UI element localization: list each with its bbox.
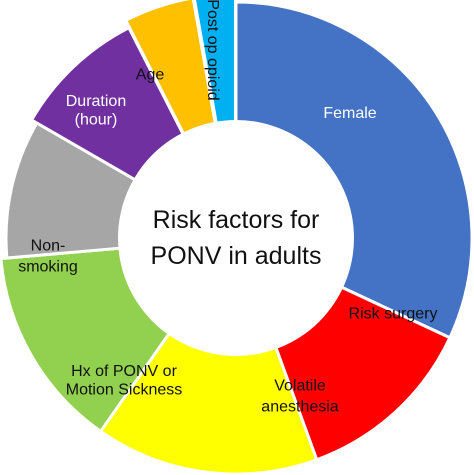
label-line: (hour) (75, 112, 118, 129)
label-volatile-anesthesia: Volatile anesthesia (261, 377, 338, 415)
label-line: anesthesia (261, 399, 338, 416)
label-hx-ponv: Hx of PONV or Motion Sickness (66, 363, 183, 399)
label-line: Non- (31, 237, 66, 254)
label-line: Volatile (274, 377, 326, 394)
segment-post-op-opioid (193, 0, 237, 233)
label-risk-surgery: Risk surgery (349, 306, 438, 323)
label-duration: Duration (hour) (66, 93, 126, 129)
segment-volatile-anesthesia (98, 234, 319, 475)
label-line: Motion Sickness (66, 382, 183, 399)
label-line: Female (323, 105, 376, 122)
donut-labels: Female Risk surgery Volatile anesthesia Hx o… (18, 0, 437, 416)
label-post-op-opioid: Post op opioid (204, 0, 221, 101)
label-line: Post op opioid (204, 0, 221, 101)
label-non-smoking: Non-smoking (18, 237, 78, 275)
label-line: Age (136, 67, 165, 84)
label-line: smoking (18, 259, 78, 276)
label-line: Hx of PONV or (71, 363, 177, 380)
label-age: Age (136, 67, 165, 84)
center-title-line2: PONV in adults (151, 242, 322, 270)
label-line: Risk surgery (349, 306, 438, 323)
donut-hole (118, 120, 354, 356)
label-female: Female (323, 105, 376, 122)
label-line: Duration (66, 93, 126, 110)
center-title-line1: Risk factors for (153, 206, 320, 234)
